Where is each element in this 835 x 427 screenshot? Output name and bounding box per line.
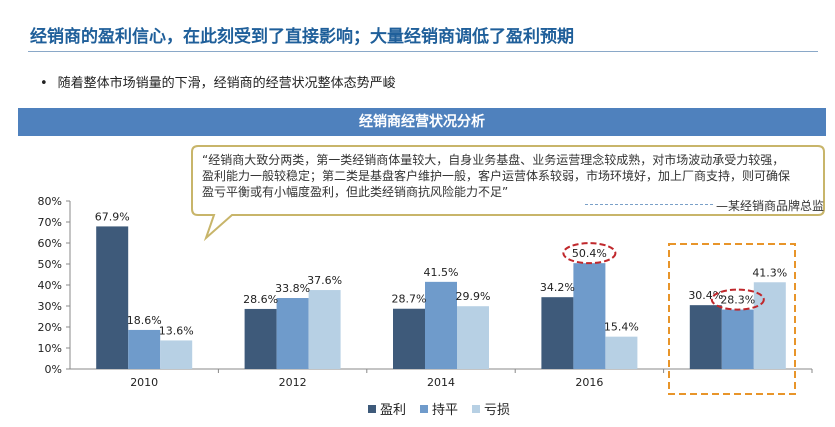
callout-line: 盈利能力一般较稳定；第二类是基盘客户维护一般，客户运营体系较弱，市场环境好，加上… bbox=[202, 169, 791, 183]
bar bbox=[128, 329, 161, 369]
x-tick-label: 2016 bbox=[575, 376, 603, 389]
callout-text: “经销商大致分两类，第一类经销商体量较大，自身业务基盘、业务运营理念较成熟，对市… bbox=[202, 152, 802, 200]
legend-item: 持平 bbox=[420, 399, 458, 418]
data-label: 67.9% bbox=[95, 210, 130, 223]
data-label: 28.3% bbox=[720, 294, 755, 307]
bar bbox=[308, 290, 341, 369]
legend-swatch bbox=[420, 404, 429, 413]
callout-line: 盈亏平衡或有小幅度盈利，但此类经销商抗风险能力不足” bbox=[202, 185, 509, 199]
y-tick-label: 50% bbox=[38, 258, 62, 271]
bullet-mark: • bbox=[40, 76, 48, 91]
callout-line: “经销商大致分两类，第一类经销商体量较大，自身业务基盘、业务运营理念较成熟，对市… bbox=[202, 153, 785, 167]
legend-label: 盈利 bbox=[380, 403, 407, 418]
y-tick-label: 80% bbox=[38, 195, 62, 208]
bar bbox=[457, 306, 489, 369]
callout-bubble bbox=[191, 145, 825, 242]
legend-label: 亏损 bbox=[484, 403, 511, 418]
section-banner: 经销商经营状况分析 bbox=[18, 108, 826, 136]
bar bbox=[160, 340, 193, 369]
bar bbox=[573, 263, 606, 369]
bar bbox=[753, 282, 786, 369]
data-label: 28.7% bbox=[392, 293, 427, 306]
data-label: 28.6% bbox=[243, 293, 278, 306]
y-tick-label: 20% bbox=[38, 321, 62, 334]
data-label: 30.4% bbox=[688, 289, 723, 302]
data-label: 18.6% bbox=[127, 314, 162, 327]
highlight-ellipse bbox=[710, 288, 765, 311]
bar bbox=[425, 281, 457, 369]
data-label: 50.4% bbox=[572, 247, 607, 260]
bar bbox=[393, 308, 425, 369]
data-label: 41.5% bbox=[424, 266, 459, 279]
legend-item: 盈利 bbox=[368, 399, 406, 418]
y-tick-label: 70% bbox=[38, 216, 62, 229]
bar bbox=[541, 297, 574, 369]
y-tick-label: 30% bbox=[38, 300, 62, 313]
bar bbox=[244, 308, 277, 369]
data-label: 15.4% bbox=[604, 321, 639, 334]
y-tick-label: 60% bbox=[38, 237, 62, 250]
y-tick-label: 0% bbox=[45, 363, 62, 376]
legend-swatch bbox=[472, 404, 481, 413]
legend-label: 持平 bbox=[432, 403, 459, 418]
x-tick-label: 2012 bbox=[279, 376, 307, 389]
x-tick-label: 2010 bbox=[130, 376, 158, 389]
highlight-box bbox=[668, 243, 796, 395]
title-divider bbox=[28, 51, 818, 52]
data-label: 41.3% bbox=[752, 266, 787, 279]
highlight-ellipse bbox=[562, 242, 617, 265]
y-tick-label: 40% bbox=[38, 279, 62, 292]
data-label: 29.9% bbox=[456, 290, 491, 303]
page-title: 经销商的盈利信心，在此刻受到了直接影响；大量经销商调低了盈利预期 bbox=[30, 27, 574, 47]
bullet-point: • 随着整体市场销量的下滑，经销商的经营状况整体态势严峻 bbox=[40, 72, 396, 91]
legend-swatch bbox=[368, 404, 376, 413]
bullet-text: 随着整体市场销量的下滑，经销商的经营状况整体态势严峻 bbox=[57, 76, 396, 91]
data-label: 37.6% bbox=[307, 274, 342, 287]
bar bbox=[605, 336, 638, 369]
x-tick-label: 2014 bbox=[427, 376, 455, 389]
data-label: 34.2% bbox=[540, 281, 575, 294]
data-label: 13.6% bbox=[159, 324, 194, 337]
callout-source: —某经销商品牌总监 bbox=[716, 199, 825, 213]
chart-legend: 盈利 持平 亏损 bbox=[368, 399, 510, 418]
source-leader-line bbox=[585, 204, 713, 205]
legend-item: 亏损 bbox=[472, 399, 510, 418]
bar bbox=[721, 309, 754, 369]
y-tick-label: 10% bbox=[38, 342, 62, 355]
data-label: 33.8% bbox=[275, 282, 310, 295]
bar bbox=[276, 298, 309, 369]
bar bbox=[689, 305, 722, 369]
bar bbox=[96, 226, 129, 369]
